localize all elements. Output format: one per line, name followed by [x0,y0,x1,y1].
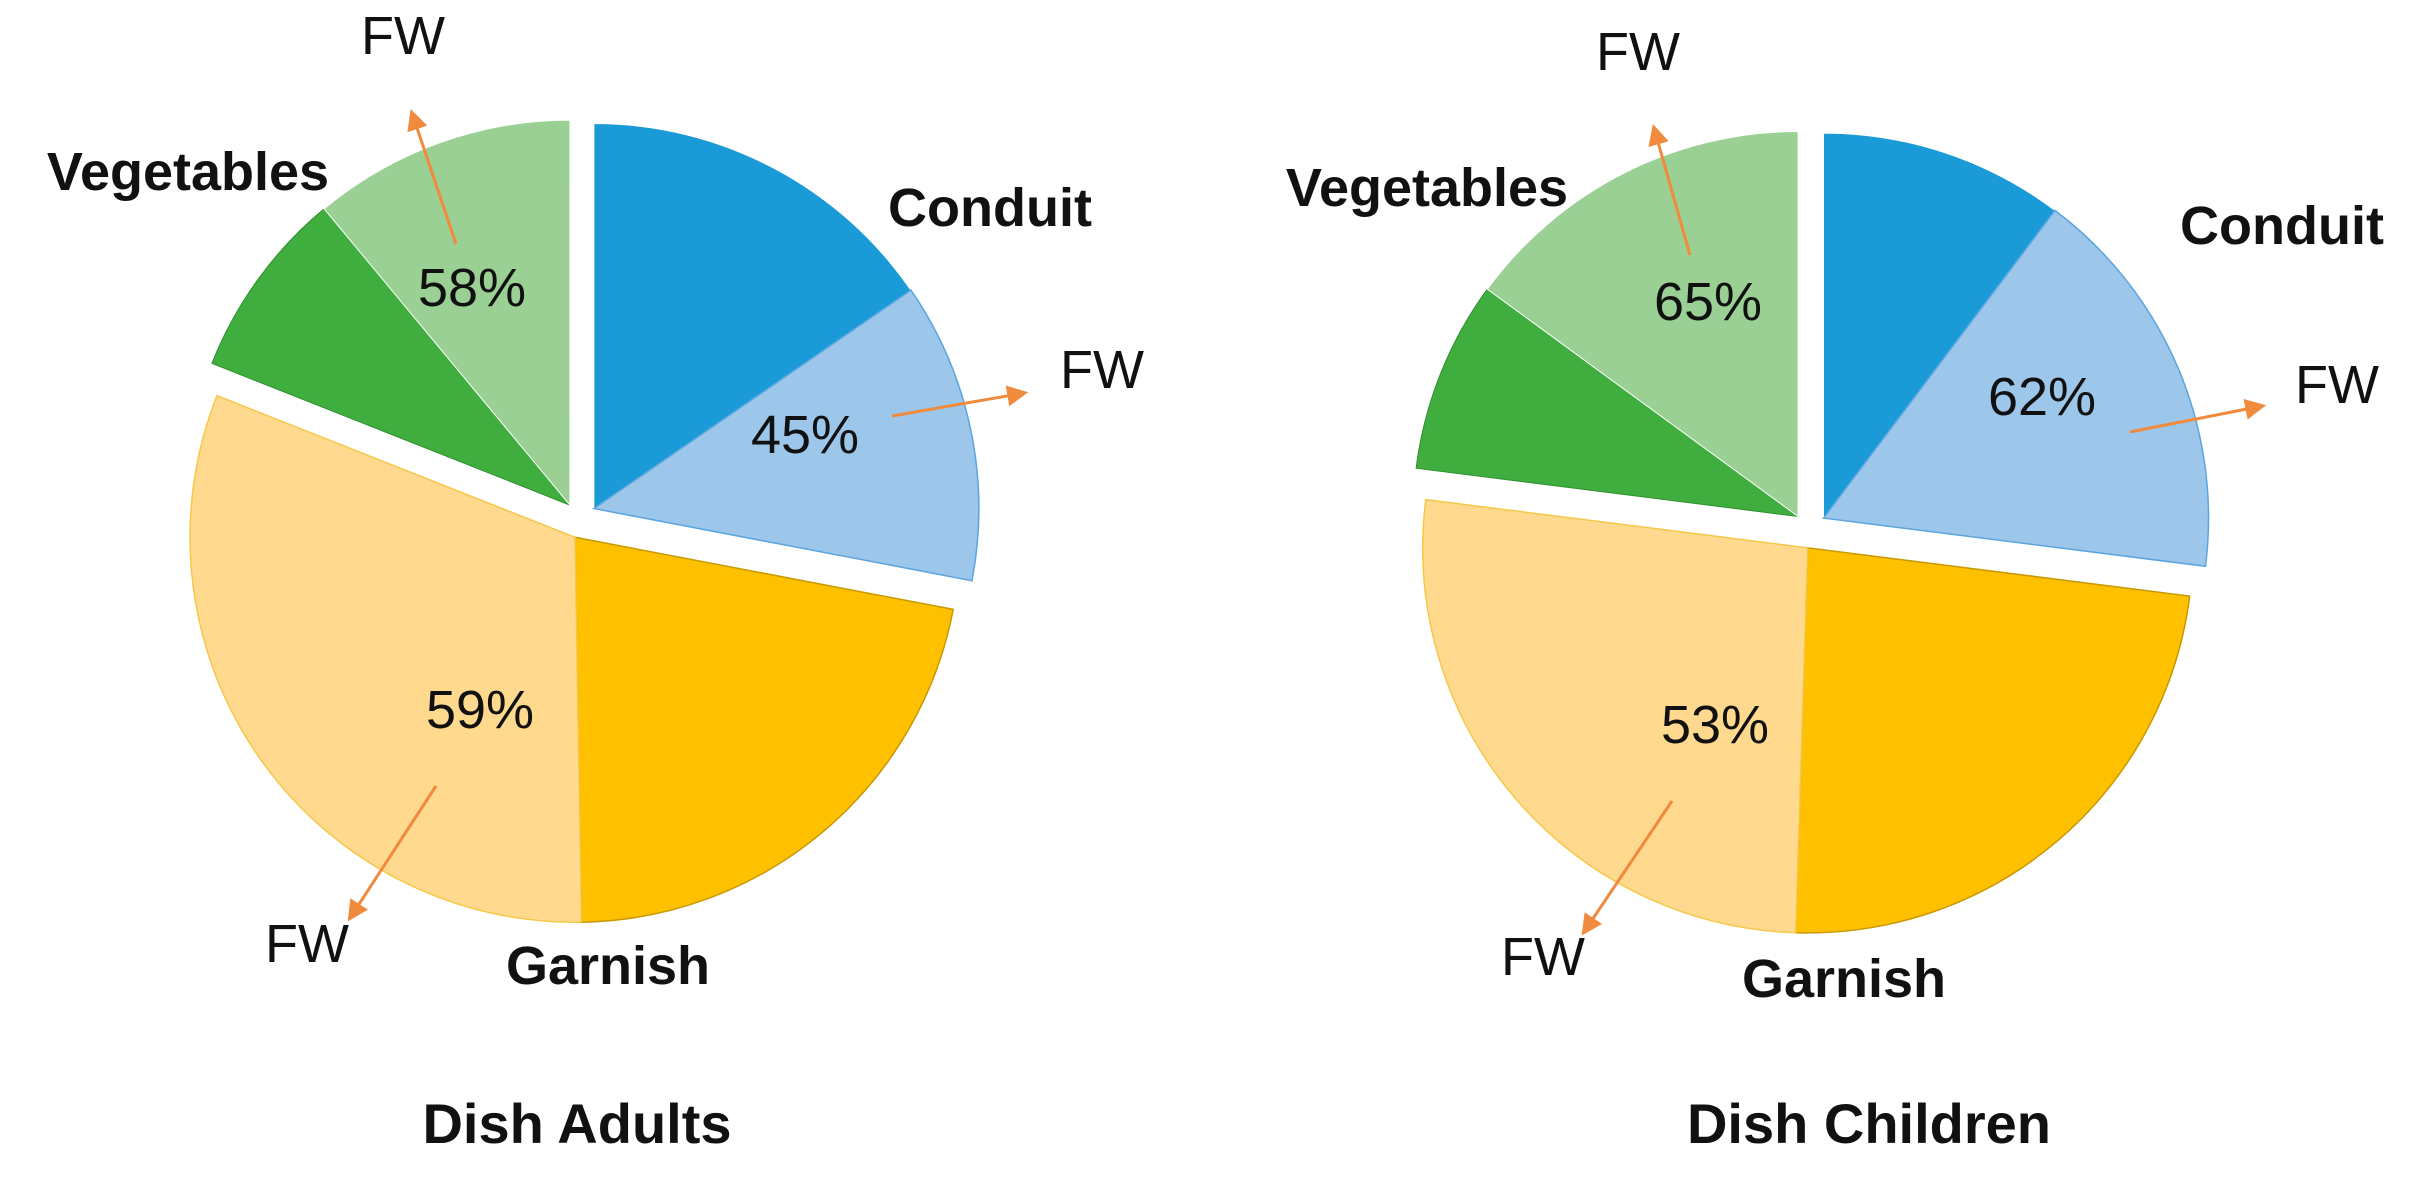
vegetables-fw-arrow [407,109,458,245]
vegetables-fw-marker: FW [1596,22,1680,82]
conduit-fw-marker: FW [2295,355,2379,415]
conduit-fw-marker: FW [1060,340,1144,400]
vegetables-fw-percent-label: 65% [1654,272,1762,332]
vegetables-fw-arrow [1648,123,1692,256]
conduit-label: Conduit [888,178,1092,238]
conduit-label: Conduit [2180,196,2384,256]
vegetables-fw-marker: FW [361,6,445,66]
conduit-fw-arrow [891,385,1029,418]
vegetables-fw-slice [1486,130,1799,518]
garnish-label: Garnish [1742,949,1946,1009]
conduit-fw-percent-label: 45% [751,405,859,465]
chart-title: Dish Children [1687,1092,2051,1155]
conduit-fw-percent-label: 62% [1988,367,2096,427]
garnish-consumed-slice [1794,547,2191,934]
conduit-fw-slice [591,289,980,582]
conduit-fw-arrow [2129,398,2267,434]
garnish-fw-percent-label: 59% [426,680,534,740]
conduit-consumed-slice [1823,132,2056,520]
chart-title: Dish Adults [422,1092,731,1155]
garnish-fw-marker: FW [1501,927,1585,987]
vegetables-fw-percent-label: 58% [418,258,526,318]
garnish-fw-arrow [1581,800,1674,936]
garnish-fw-slice [1422,498,1809,934]
pie-chart-dish-children: Conduit 62% FW Garnish 53% FW Vegetables 65% FW D… [1286,22,2384,1155]
vegetables-consumed-slice [211,208,571,506]
vegetables-label: Vegetables [1286,158,1568,218]
conduit-consumed-slice [593,122,912,510]
pie-chart-dish-adults: Conduit 45% FW Garnish 59% FW Vegetables 58% FW D… [47,6,1144,1155]
conduit-fw-slice [1822,209,2210,568]
garnish-fw-percent-label: 53% [1661,695,1769,755]
garnish-fw-slice [189,394,583,923]
garnish-label: Garnish [506,936,710,996]
garnish-consumed-slice [574,536,955,923]
garnish-fw-marker: FW [265,914,349,974]
vegetables-fw-slice [323,119,571,507]
vegetables-label: Vegetables [47,142,329,202]
garnish-fw-arrow [347,785,438,922]
vegetables-consumed-slice [1415,288,1800,518]
